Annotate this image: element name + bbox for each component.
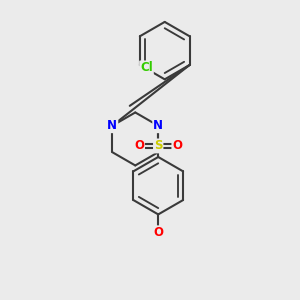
- Text: O: O: [153, 226, 163, 239]
- Text: S: S: [154, 140, 163, 152]
- Text: Cl: Cl: [140, 61, 153, 74]
- Text: O: O: [172, 140, 182, 152]
- Text: N: N: [153, 119, 163, 132]
- Text: O: O: [134, 140, 144, 152]
- Text: N: N: [107, 119, 117, 132]
